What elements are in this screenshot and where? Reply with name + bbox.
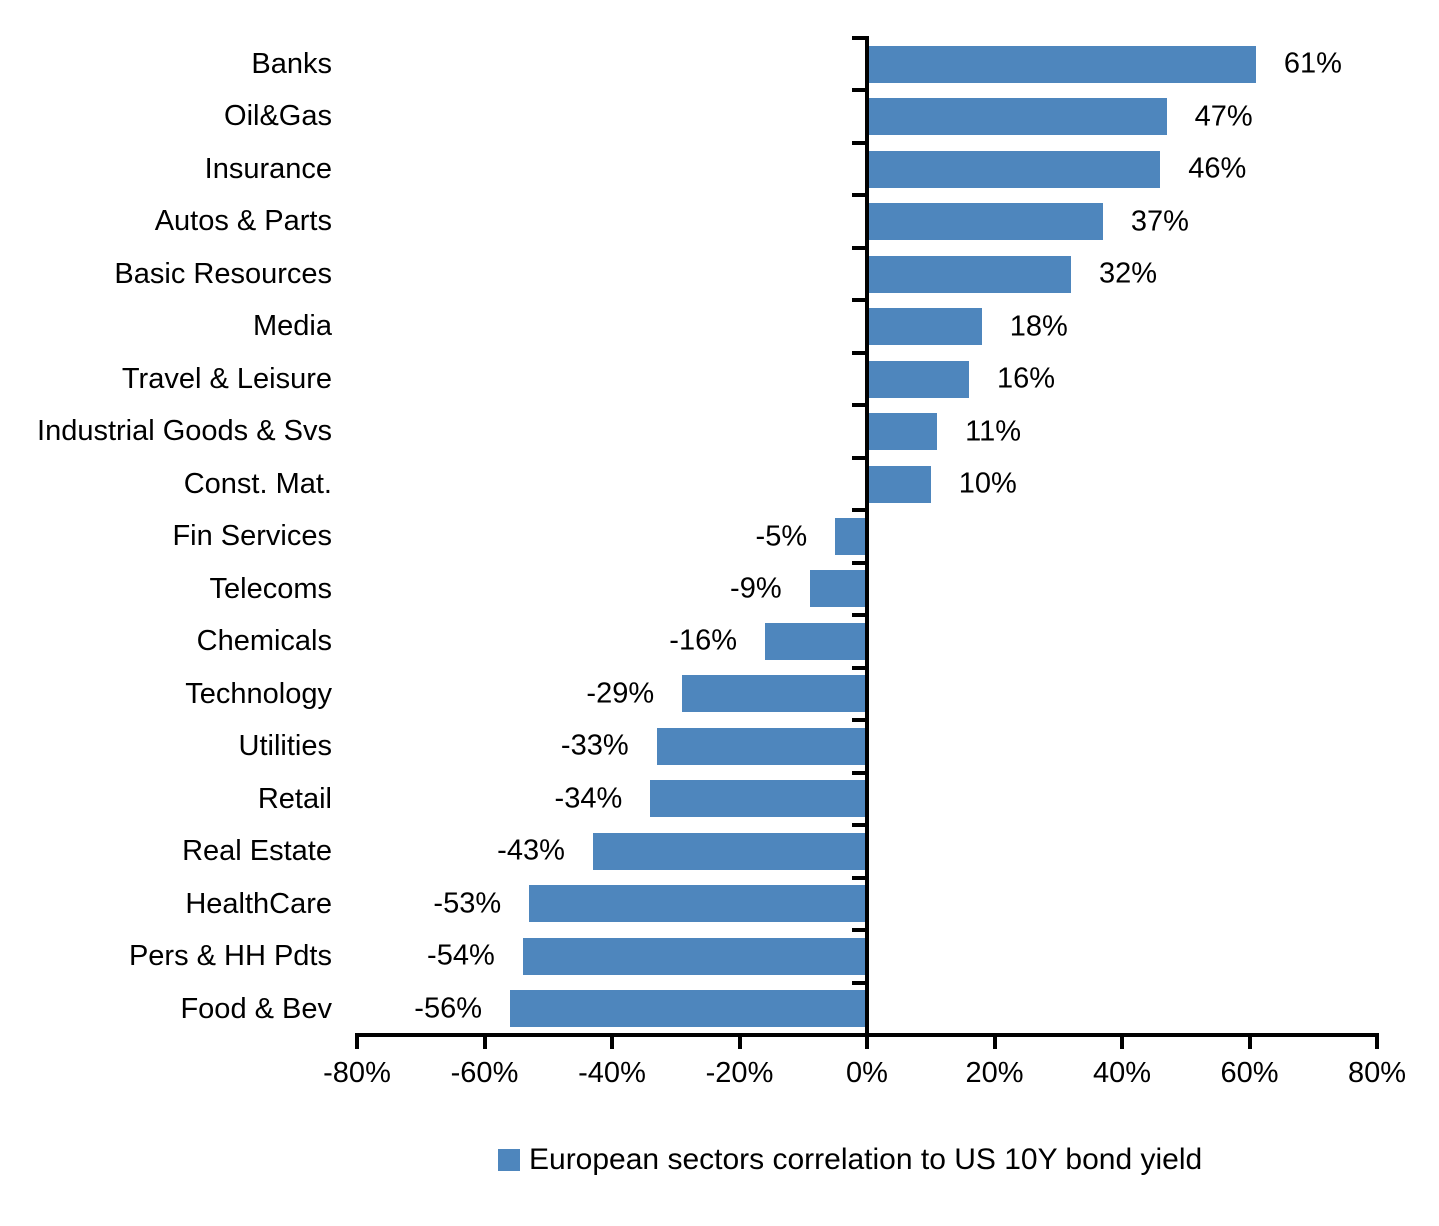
x-tick-label: 20% xyxy=(965,1057,1024,1089)
x-axis-tick xyxy=(610,1035,614,1049)
value-label: -53% xyxy=(433,887,502,920)
category-label: Travel & Leisure xyxy=(121,362,332,395)
x-axis-tick xyxy=(865,1035,869,1049)
x-tick-label: 80% xyxy=(1347,1057,1407,1089)
value-label: -54% xyxy=(427,939,495,972)
category-label: Retail xyxy=(257,782,332,815)
value-label: -34% xyxy=(554,782,623,815)
y-axis-tick xyxy=(852,36,867,40)
y-axis-tick xyxy=(852,665,867,670)
x-axis-tick xyxy=(992,1035,997,1049)
value-label: 18% xyxy=(1009,310,1068,343)
legend: European sectors correlation to US 10Y b… xyxy=(498,1143,1202,1177)
y-axis-tick xyxy=(852,875,867,880)
category-label: Media xyxy=(253,310,332,343)
bar xyxy=(867,98,1167,136)
bar xyxy=(809,570,867,608)
category-label: Basic Resources xyxy=(114,257,332,290)
bar xyxy=(867,45,1256,83)
value-label: -16% xyxy=(669,624,737,657)
y-axis-tick xyxy=(852,88,867,93)
value-label: -43% xyxy=(497,834,565,867)
category-label: Banks xyxy=(251,48,332,80)
legend-label: European sectors correlation to US 10Y b… xyxy=(529,1143,1203,1176)
bar xyxy=(650,780,867,818)
category-label: Oil&Gas xyxy=(224,100,332,133)
value-label: 11% xyxy=(965,415,1022,448)
y-axis-tick xyxy=(852,770,867,775)
value-label: 37% xyxy=(1130,205,1189,238)
value-label: 47% xyxy=(1194,100,1253,133)
category-label: Const. Mat. xyxy=(183,467,332,500)
x-tick-label: -40% xyxy=(578,1057,646,1089)
category-label: Autos & Parts xyxy=(154,205,332,238)
category-label: Insurance xyxy=(204,152,332,185)
y-axis-tick xyxy=(852,560,867,565)
y-axis-tick xyxy=(852,613,867,618)
bar xyxy=(867,308,982,346)
x-axis-tick xyxy=(737,1035,742,1049)
y-axis-tick xyxy=(852,718,867,723)
bar xyxy=(867,150,1161,188)
bar xyxy=(867,360,969,398)
value-label: -56% xyxy=(414,992,482,1025)
x-tick-label: 0% xyxy=(846,1057,888,1089)
x-tick-label: -60% xyxy=(450,1057,519,1089)
value-label: -5% xyxy=(755,520,808,552)
y-axis-tick xyxy=(852,298,867,303)
y-axis-tick xyxy=(852,980,867,985)
bar xyxy=(867,413,938,451)
y-axis-tick xyxy=(852,403,867,408)
x-axis-tick xyxy=(1375,1035,1379,1049)
bar xyxy=(867,203,1103,241)
value-label: -29% xyxy=(586,677,655,710)
category-label: Utilities xyxy=(238,730,332,763)
y-axis-tick xyxy=(852,455,867,460)
value-label: 16% xyxy=(997,362,1056,395)
category-label: Industrial Goods & Svs xyxy=(37,415,332,448)
bar xyxy=(765,622,867,660)
bar xyxy=(656,727,867,765)
bar xyxy=(835,518,867,555)
x-tick-label: -20% xyxy=(705,1057,774,1089)
y-axis-tick xyxy=(852,823,867,828)
category-label: Food & Bev xyxy=(180,992,332,1025)
y-axis-tick xyxy=(852,140,867,145)
y-axis-tick xyxy=(852,350,867,355)
x-tick-label: 40% xyxy=(1092,1057,1152,1089)
x-axis-tick xyxy=(482,1035,487,1049)
bar xyxy=(867,465,931,503)
x-axis-tick xyxy=(1247,1035,1252,1049)
value-label: -33% xyxy=(560,729,629,762)
zero-axis-line xyxy=(865,36,869,1037)
x-axis-tick xyxy=(355,1035,359,1049)
bar xyxy=(529,885,867,923)
bar xyxy=(867,255,1071,293)
bar xyxy=(510,990,867,1028)
x-tick-label: -80% xyxy=(323,1057,391,1089)
y-axis-tick xyxy=(852,928,867,933)
bar xyxy=(522,937,867,975)
category-label: HealthCare xyxy=(185,887,332,920)
x-tick-label: 60% xyxy=(1220,1057,1279,1089)
bar xyxy=(592,832,867,870)
value-label: 32% xyxy=(1099,257,1158,290)
bar xyxy=(682,675,867,713)
legend-swatch xyxy=(498,1149,520,1171)
y-axis-tick xyxy=(852,508,867,513)
category-label: Technology xyxy=(185,677,332,710)
category-label: Telecoms xyxy=(209,572,333,605)
value-label: -9% xyxy=(730,572,782,605)
value-label: 46% xyxy=(1188,152,1247,185)
y-axis-tick xyxy=(852,245,867,250)
category-label: Fin Services xyxy=(172,520,332,553)
x-axis-tick xyxy=(1120,1035,1124,1049)
y-axis-tick xyxy=(852,193,867,198)
value-label: 10% xyxy=(958,467,1017,500)
category-label: Real Estate xyxy=(182,835,332,868)
category-label: Pers & HH Pdts xyxy=(128,940,332,973)
value-label: 61% xyxy=(1283,47,1342,80)
category-label: Chemicals xyxy=(196,625,332,658)
